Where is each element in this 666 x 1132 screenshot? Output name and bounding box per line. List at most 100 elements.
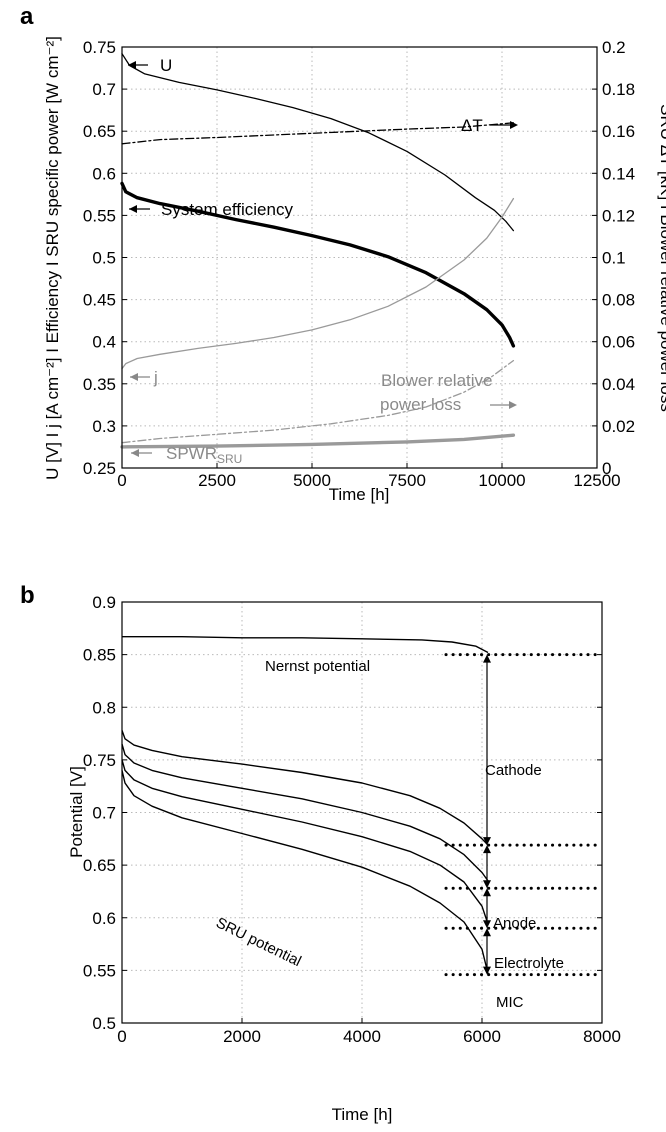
y-left-tick-label: 0.6 [92, 164, 116, 183]
y-left-tick-label: 0.65 [83, 122, 116, 141]
y-tick-label: 0.65 [83, 856, 116, 875]
x-tick-label: 0 [117, 1027, 126, 1046]
arrow-head-down [483, 880, 491, 889]
arrow-u-head [128, 61, 136, 69]
y-left-tick-label: 0.3 [92, 417, 116, 436]
label-electrolyte: Electrolyte [494, 955, 564, 972]
y-left-tick-label: 0.7 [92, 80, 116, 99]
x-tick-label: 7500 [388, 471, 426, 490]
label-blower-line1: Blower relative [381, 371, 493, 390]
series-line [121, 122, 515, 145]
panel-a-ticks: 0 2500 5000 7500 10000 12500 0.25 0.3 0.35 0.4 0.4… [83, 38, 635, 490]
arrow-spwr-head [131, 449, 139, 457]
y-left-tick-label: 0.5 [92, 249, 116, 268]
y-right-tick-label: 0.12 [602, 206, 635, 225]
annotation-j: j [130, 368, 158, 387]
label-anode: Anode [493, 915, 536, 932]
x-tick-label: 4000 [343, 1027, 381, 1046]
y-right-tick-label: 0 [602, 459, 611, 478]
y-tick-label: 0.75 [83, 751, 116, 770]
panel-b-chart: b 0 2000 4000 6000 8000 0.5 0.55 0.6 0.65 0.7 0.75… [20, 582, 621, 1124]
series-line [121, 759, 489, 925]
arrow-blower-head [509, 401, 517, 409]
label-nernst-potential: Nernst potential [265, 658, 370, 675]
arrow-head-down [483, 920, 491, 929]
series-line [121, 53, 515, 232]
y-tick-label: 0.5 [92, 1014, 116, 1033]
y-left-tick-label: 0.4 [92, 333, 116, 352]
y-tick-label: 0.9 [92, 593, 116, 612]
y-tick-label: 0.6 [92, 909, 116, 928]
annotation-delta-t: ΔT [461, 116, 518, 135]
arrow-head-down [483, 966, 491, 975]
panel-b-ticks: 0 2000 4000 6000 8000 0.5 0.55 0.6 0.65 0.7 0.75 0.… [83, 593, 621, 1046]
y-right-tick-label: 0.1 [602, 249, 626, 268]
y-right-tick-label: 0.14 [602, 164, 635, 183]
x-tick-label: 2500 [198, 471, 236, 490]
x-tick-label: 5000 [293, 471, 331, 490]
y-tick-label: 0.55 [83, 961, 116, 980]
annotation-blower: Blower relative power loss [380, 371, 517, 414]
y-right-tick-label: 0.04 [602, 375, 635, 394]
x-tick-label: 12500 [573, 471, 620, 490]
label-u: U [160, 56, 172, 75]
arrow-delta-t-head [510, 121, 518, 129]
series-line [120, 433, 516, 449]
arrow-efficiency-head [129, 205, 137, 213]
panel-b-xlabel: Time [h] [332, 1105, 393, 1124]
label-j: j [153, 368, 158, 387]
panel-a-frame [121, 46, 598, 469]
label-spwr-subscript: SRU [217, 452, 242, 466]
panel-a-grid [122, 47, 597, 468]
y-left-tick-label: 0.45 [83, 291, 116, 310]
panel-a-chart: a 0 2500 5000 7500 10000 125000.250.30.350.40… [20, 3, 666, 504]
panel-b-ylabel: Potential [V] [67, 766, 86, 858]
arrow-head-up [483, 928, 491, 937]
x-tick-label: 6000 [463, 1027, 501, 1046]
panel-label-a: a [20, 3, 34, 30]
panel-a-ylabel-left: U [V] I j [A cm⁻²] I Efficiency I SRU sp… [43, 36, 62, 480]
label-cathode: Cathode [485, 762, 542, 779]
panel-a-xlabel: Time [h] [329, 485, 390, 504]
x-tick-label: 2000 [223, 1027, 261, 1046]
y-right-tick-label: 0.02 [602, 417, 635, 436]
label-system-efficiency: System efficiency [161, 200, 293, 219]
annotation-system-efficiency: System efficiency [129, 200, 293, 219]
label-mic: MIC [496, 994, 524, 1011]
y-left-tick-label: 0.55 [83, 206, 116, 225]
series-line [121, 770, 489, 974]
annotation-spwr: SPWRSRU [131, 444, 242, 466]
y-tick-label: 0.7 [92, 804, 116, 823]
label-blower-line2: power loss [380, 395, 461, 414]
y-right-tick-label: 0.2 [602, 38, 626, 57]
y-right-tick-label: 0.18 [602, 80, 635, 99]
y-left-tick-label: 0.35 [83, 375, 116, 394]
panel-label-b: b [20, 582, 35, 609]
y-left-tick-label: 0.75 [83, 38, 116, 57]
label-spwr: SPWRSRU [166, 444, 242, 466]
x-tick-label: 8000 [583, 1027, 621, 1046]
y-left-tick-label: 0.25 [83, 459, 116, 478]
series-line [121, 359, 515, 444]
arrow-head-up [483, 845, 491, 854]
arrow-head-down [483, 837, 491, 846]
series-line [122, 636, 489, 654]
arrow-j-head [130, 373, 138, 381]
panel-a-series [120, 53, 516, 449]
arrow-head-up [483, 888, 491, 897]
y-tick-label: 0.85 [83, 646, 116, 665]
y-right-tick-label: 0.08 [602, 291, 635, 310]
panel-b-series [121, 636, 489, 974]
y-right-tick-label: 0.16 [602, 122, 635, 141]
panel-a-ylabel-right: SRU ΔT [kK] I Blower relative power loss [657, 104, 666, 412]
annotation-u: U [128, 56, 172, 75]
series-line [121, 743, 489, 882]
label-delta-t: ΔT [461, 116, 483, 135]
series-line [121, 197, 515, 370]
y-right-tick-label: 0.06 [602, 333, 635, 352]
panel-b-arrows [483, 654, 491, 975]
series-line [121, 730, 489, 846]
x-tick-label: 10000 [478, 471, 525, 490]
arrow-head-up [483, 654, 491, 663]
